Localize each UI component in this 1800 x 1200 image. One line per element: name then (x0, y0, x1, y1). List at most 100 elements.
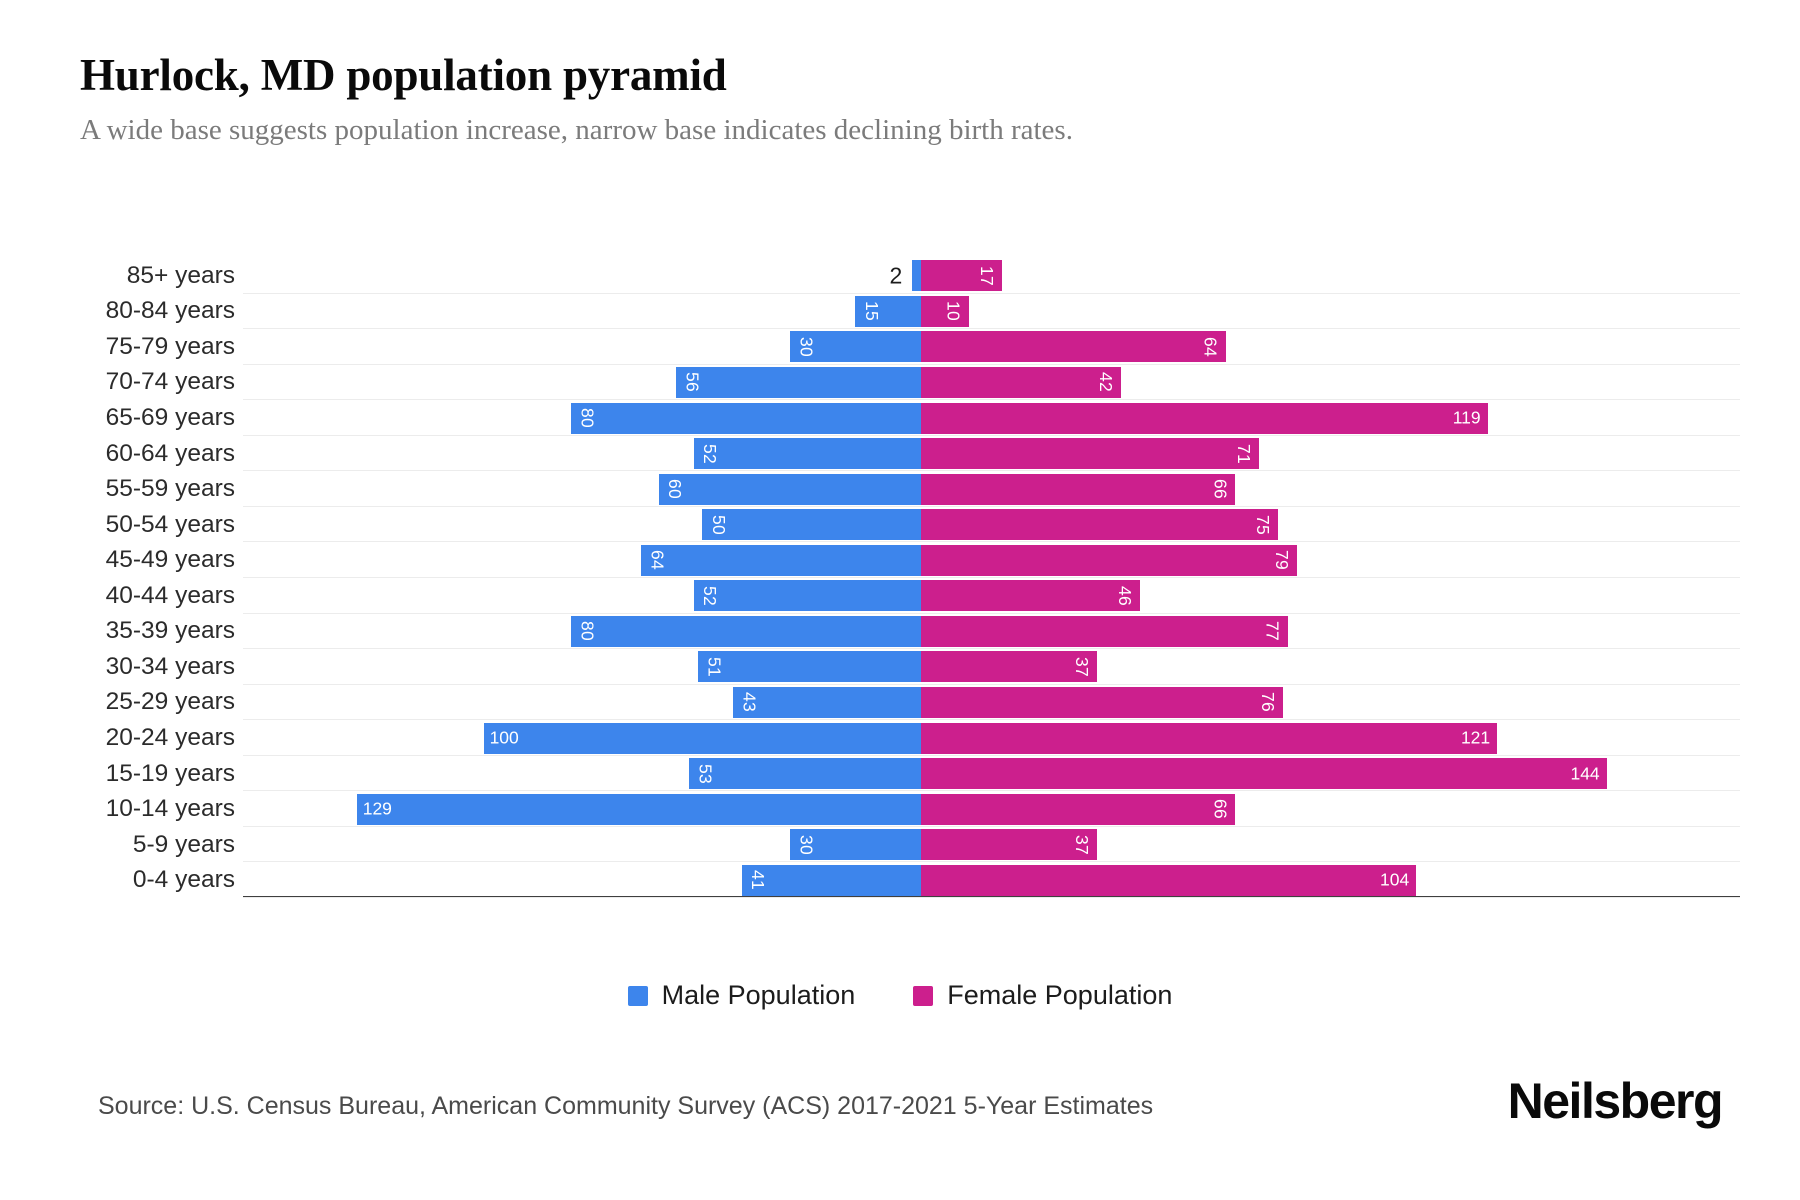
bar-value-label-male: 52 (700, 443, 721, 464)
bar-male[interactable]: 64 (641, 544, 921, 576)
gridline (243, 683, 1740, 685)
bar-value-label-female: 104 (1380, 869, 1410, 890)
pyramid-row: 53 144 (243, 756, 1740, 791)
pyramid-row: 43 76 (243, 685, 1740, 720)
bar-female[interactable]: 77 (921, 615, 1288, 647)
pyramid-row: 80 77 (243, 614, 1740, 649)
bar-value-label-female: 79 (1272, 550, 1293, 571)
y-axis-tick-label: 50-54 years (105, 510, 235, 538)
bar-male[interactable]: 52 (693, 580, 921, 612)
y-axis-tick-label: 5-9 years (132, 830, 235, 858)
bar-male[interactable]: 30 (789, 331, 921, 363)
pyramid-row: 51 37 (243, 649, 1740, 684)
bar-female[interactable]: 144 (921, 758, 1607, 790)
bar-female[interactable]: 119 (921, 402, 1488, 434)
legend-label: Female Population (947, 980, 1173, 1010)
legend-item-female[interactable]: Female Population (913, 980, 1172, 1011)
legend-item-male[interactable]: Male Population (627, 980, 855, 1011)
bar-male[interactable]: 51 (697, 651, 921, 683)
bar-male[interactable]: 56 (676, 366, 921, 398)
y-axis-labels: 85+ years 80-84 years 75-79 years 70-74 yea… (80, 258, 235, 898)
pyramid-row: 100 121 (243, 721, 1740, 756)
pyramid-row: 2 17 (243, 258, 1740, 293)
bar-female[interactable]: 46 (921, 580, 1141, 612)
bar-female[interactable]: 37 (921, 651, 1098, 683)
bar-value-label-male: 60 (665, 479, 686, 500)
bar-value-label-male: 64 (647, 550, 668, 571)
bar-male[interactable]: 53 (689, 758, 921, 790)
gridline (243, 470, 1740, 472)
brand-logo: Neilsberg (1507, 1073, 1724, 1129)
pyramid-row: 50 75 (243, 507, 1740, 542)
bar-value-label-female: 37 (1072, 834, 1093, 855)
bar-value-label-male: 80 (577, 621, 598, 642)
bar-female[interactable]: 71 (921, 438, 1260, 470)
bar-male[interactable]: 41 (741, 864, 921, 896)
y-axis-tick-label: 70-74 years (105, 368, 235, 396)
bar-value-label-female: 17 (976, 265, 997, 286)
bar-female[interactable]: 76 (921, 686, 1283, 718)
bar-male[interactable]: 60 (658, 473, 921, 505)
population-pyramid-chart: 85+ years 80-84 years 75-79 years 70-74 yea… (80, 258, 1740, 918)
bar-male[interactable]: 30 (789, 829, 921, 861)
bar-female[interactable]: 121 (921, 722, 1498, 754)
bar-female[interactable]: 37 (921, 829, 1098, 861)
y-axis-tick-label: 60-64 years (105, 439, 235, 467)
pyramid-row: 30 37 (243, 827, 1740, 862)
gridline (243, 897, 1740, 898)
bar-value-label-male: 41 (748, 870, 769, 891)
bar-value-label-male: 15 (861, 301, 882, 322)
bar-female[interactable]: 66 (921, 473, 1236, 505)
bar-value-label-male: 56 (682, 372, 703, 393)
bar-male[interactable]: 43 (732, 686, 921, 718)
bar-male[interactable]: 50 (702, 509, 921, 541)
bar-female[interactable]: 64 (921, 331, 1226, 363)
gridline (243, 577, 1740, 578)
gridline (243, 754, 1740, 756)
y-axis-tick-label: 65-69 years (105, 404, 235, 431)
y-axis-tick-label: 35-39 years (105, 617, 235, 645)
bar-male[interactable]: 129 (356, 793, 921, 825)
bar-male[interactable]: 100 (483, 722, 921, 754)
bar-female[interactable]: 79 (921, 544, 1298, 576)
y-axis-tick-label: 0-4 years (132, 866, 235, 894)
gridline (243, 648, 1740, 650)
bar-female[interactable]: 75 (921, 509, 1279, 541)
y-axis-tick-label: 30-34 years (105, 652, 235, 680)
bar-value-label-female: 64 (1200, 336, 1221, 357)
male-swatch (627, 985, 648, 1006)
bar-value-label-male: 30 (796, 834, 817, 855)
bar-value-label-male: 80 (577, 407, 598, 429)
pyramid-row: 15 10 (243, 294, 1740, 329)
page-title: Hurlock, MD population pyramid (80, 50, 727, 100)
bar-male[interactable]: 2 (889, 260, 921, 292)
bar-value-label-female: 66 (1210, 799, 1231, 820)
chart-header: Hurlock, MD population pyramid A wide ba… (80, 50, 1720, 147)
y-axis-tick-label: 55-59 years (105, 475, 235, 503)
y-axis-tick-label: 85+ years (126, 261, 235, 289)
female-swatch (913, 985, 934, 1006)
bar-value-label-female: 42 (1095, 372, 1116, 393)
pyramid-row: 30 64 (243, 329, 1740, 364)
bar-female[interactable]: 66 (921, 793, 1236, 825)
bar-female[interactable]: 17 (921, 260, 1002, 292)
bar-value-label-female: 121 (1460, 727, 1491, 748)
pyramid-row: 60 66 (243, 472, 1740, 507)
bar-female[interactable]: 42 (921, 366, 1121, 398)
gridline (243, 541, 1740, 543)
bar-value-label-female: 144 (1570, 762, 1600, 783)
y-axis-tick-label: 25-29 years (105, 688, 235, 716)
bar-value-label-male: 30 (796, 336, 817, 357)
bar-male[interactable]: 80 (571, 402, 921, 434)
bar-male[interactable]: 52 (693, 438, 921, 470)
pyramid-row: 80 119 (243, 401, 1740, 436)
bar-value-label-male: 129 (362, 798, 392, 819)
bar-value-label-female: 75 (1253, 514, 1274, 535)
bar-male[interactable]: 15 (855, 295, 921, 327)
bar-female[interactable]: 10 (921, 295, 969, 327)
chart-legend: Male Population Female Population (0, 980, 1800, 1011)
bar-female[interactable]: 104 (921, 864, 1417, 896)
y-axis-tick-label: 80-84 years (105, 297, 235, 325)
bar-value-label-female: 37 (1072, 656, 1093, 677)
bar-male[interactable]: 80 (571, 615, 921, 647)
